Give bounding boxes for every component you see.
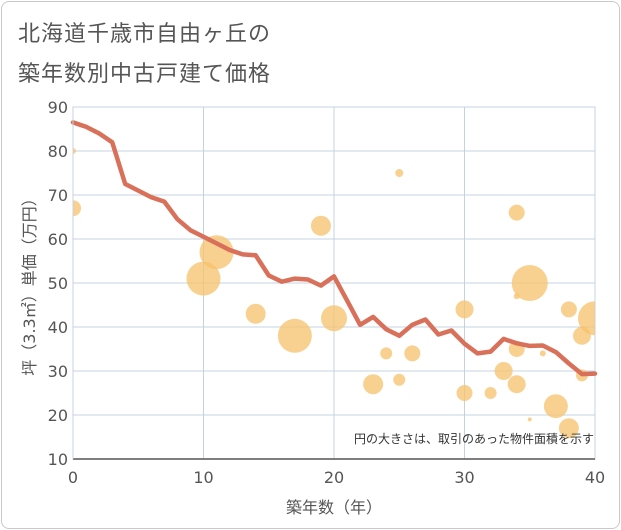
y-tick-label: 20 (48, 406, 68, 425)
bubble-layer (73, 148, 595, 439)
data-bubble (393, 373, 406, 386)
data-bubble (363, 374, 384, 395)
average-price-line (70, 120, 598, 377)
data-bubble (321, 305, 347, 332)
y-tick-label: 50 (48, 274, 68, 293)
y-tick-label: 60 (48, 230, 68, 249)
data-bubble (539, 350, 546, 357)
data-bubble (455, 300, 474, 319)
data-bubble (558, 418, 579, 439)
y-tick-label: 80 (48, 142, 68, 161)
data-bubble (395, 169, 404, 177)
chart-title-line-1: 北海道千歳市自由ヶ丘の (18, 22, 272, 47)
data-bubble (508, 204, 525, 221)
data-bubble (73, 148, 76, 154)
size-legend-note: 円の大きさは、取引のあった物件面積を示す (354, 431, 594, 446)
x-tick-label: 10 (193, 468, 213, 487)
y-tick-label: 90 (48, 98, 68, 117)
data-bubble (380, 347, 393, 360)
y-axis-title: 坪（3.3㎡）単価（万円） (20, 190, 39, 375)
y-tick-label: 30 (48, 362, 68, 381)
y-tick-label: 40 (48, 318, 68, 337)
data-bubble (277, 318, 312, 353)
data-bubble (73, 200, 81, 217)
x-tick-label: 0 (68, 468, 78, 487)
x-tick-label: 30 (454, 468, 474, 487)
x-axis-title: 築年数（年） (286, 498, 382, 517)
chart-title-line-2: 築年数別中古戸建て価格 (18, 62, 272, 87)
data-bubble (245, 303, 266, 324)
data-bubble (543, 394, 568, 419)
data-bubble (484, 387, 497, 399)
data-bubble (494, 362, 513, 380)
data-bubble (404, 345, 421, 362)
average-line-layer (70, 120, 598, 377)
x-tick-label: 40 (585, 468, 605, 487)
data-bubble (456, 385, 473, 401)
data-bubble (560, 301, 577, 318)
y-tick-label: 10 (48, 450, 68, 469)
data-bubble (578, 301, 595, 336)
data-bubble (199, 235, 234, 270)
data-bubble (527, 417, 532, 422)
data-bubble (511, 265, 548, 301)
data-bubble (507, 375, 526, 394)
x-tick-label: 20 (324, 468, 344, 487)
data-bubble (186, 261, 221, 296)
y-tick-label: 70 (48, 186, 68, 205)
data-bubble (310, 215, 331, 236)
